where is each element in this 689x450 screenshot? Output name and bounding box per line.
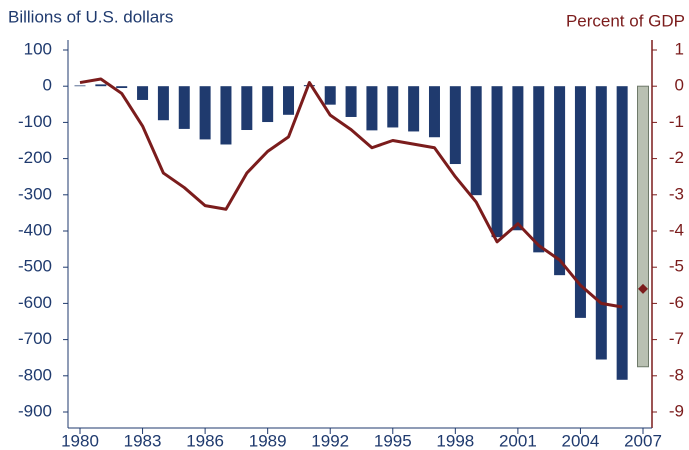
y2-tick-label: -5 xyxy=(669,257,684,276)
y2-tick-label: -9 xyxy=(669,401,684,420)
x-tick-label: 1983 xyxy=(124,431,162,450)
bar xyxy=(95,84,107,87)
x-tick-label: 1980 xyxy=(61,431,99,450)
line xyxy=(79,77,623,309)
y-tick-label: 0 xyxy=(43,76,52,95)
x-tick-label: 2007 xyxy=(624,431,662,450)
bar xyxy=(554,86,566,276)
y-tick-label: -100 xyxy=(18,112,52,131)
bar xyxy=(533,86,545,253)
bar xyxy=(283,86,295,115)
x-tick-label: 1995 xyxy=(374,431,412,450)
bar xyxy=(241,86,253,131)
bar xyxy=(116,86,128,89)
bar xyxy=(262,86,274,123)
y2-tick-label: -6 xyxy=(669,293,684,312)
x-tick-label: 2001 xyxy=(499,431,537,450)
y-tick-label: -800 xyxy=(18,365,52,384)
x-tick-label: 1989 xyxy=(249,431,287,450)
bar xyxy=(220,86,232,145)
bar xyxy=(178,86,190,129)
bar xyxy=(637,85,649,368)
bar xyxy=(470,86,482,196)
bar xyxy=(449,86,461,165)
y2-tick-label: -2 xyxy=(669,148,684,167)
marker xyxy=(638,283,648,294)
bar xyxy=(199,86,211,140)
bar xyxy=(157,86,169,121)
bar xyxy=(74,85,86,87)
bar xyxy=(595,86,607,360)
y2-tick-label: 1 xyxy=(675,39,684,58)
x-tick-label: 1998 xyxy=(436,431,474,450)
bar xyxy=(408,86,420,132)
y-tick-label: -700 xyxy=(18,329,52,348)
y2-tick-label: -7 xyxy=(669,329,684,348)
bar xyxy=(324,86,336,105)
y-tick-label: -500 xyxy=(18,257,52,276)
y-axis-label: Billions of U.S. dollars xyxy=(8,7,173,26)
bar xyxy=(512,86,524,231)
y-tick-label: -400 xyxy=(18,220,52,239)
bar xyxy=(574,86,586,318)
y2-tick-label: -4 xyxy=(669,220,684,239)
bar xyxy=(387,86,399,128)
y2-axis-label: Percent of GDP xyxy=(566,11,685,30)
bar xyxy=(616,86,628,380)
x-tick-label: 1992 xyxy=(311,431,349,450)
bar xyxy=(345,86,357,117)
x-tick-label: 2004 xyxy=(562,431,600,450)
y-tick-label: -300 xyxy=(18,184,52,203)
y-tick-label: -600 xyxy=(18,293,52,312)
y-tick-label: -900 xyxy=(18,401,52,420)
y2-tick-label: -1 xyxy=(669,112,684,131)
y2-tick-label: 0 xyxy=(675,76,684,95)
x-tick-label: 1986 xyxy=(186,431,224,450)
y-tick-label: 100 xyxy=(24,39,52,58)
bar xyxy=(366,86,378,131)
y-tick-label: -200 xyxy=(18,148,52,167)
bar xyxy=(491,86,503,238)
y2-tick-label: -8 xyxy=(669,365,684,384)
y2-tick-label: -3 xyxy=(669,184,684,203)
bar xyxy=(428,86,440,138)
bar xyxy=(137,86,149,100)
